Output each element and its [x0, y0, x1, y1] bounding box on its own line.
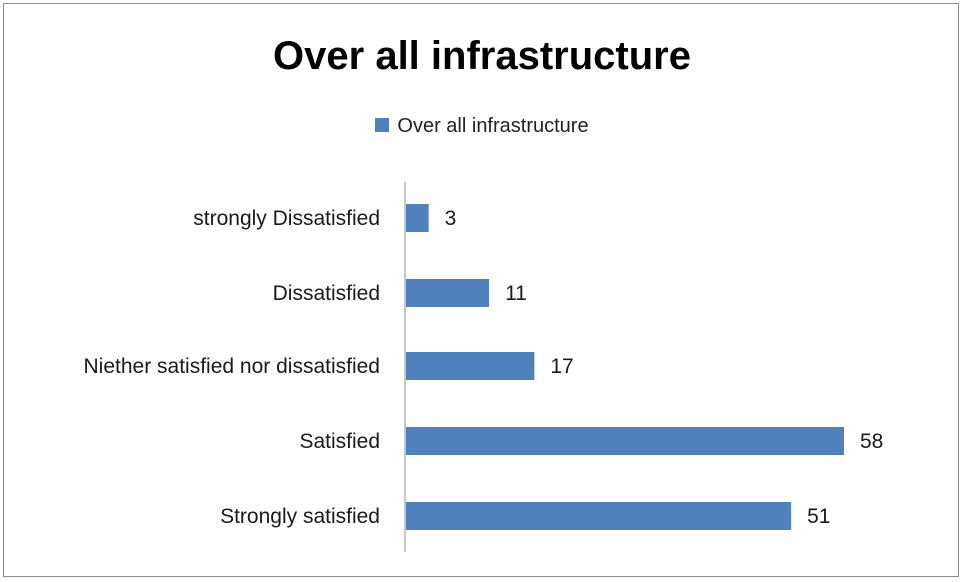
legend: Over all infrastructure: [0, 112, 964, 140]
bar-2: [406, 352, 535, 380]
legend-label: Over all infrastructure: [397, 115, 589, 137]
category-label-2: Niether satisfied nor dissatisfied: [84, 355, 380, 378]
data-label-3: 58: [860, 430, 883, 453]
category-label-4: Strongly satisfied: [220, 505, 380, 528]
data-label-1: 11: [505, 282, 527, 305]
bar-4: [406, 502, 792, 530]
chart-title: Over all infrastructure: [273, 34, 691, 78]
bar-1: [406, 279, 490, 307]
data-label-2: 17: [550, 355, 573, 378]
category-label-1: Dissatisfied: [273, 282, 380, 305]
category-label-0: strongly Dissatisfied: [193, 207, 380, 230]
legend-swatch: [375, 118, 390, 132]
category-label-3: Satisfied: [299, 430, 380, 453]
bar-0: [406, 204, 429, 232]
data-label-0: 3: [445, 207, 457, 230]
data-label-4: 51: [807, 505, 830, 528]
bar-3: [406, 427, 844, 455]
